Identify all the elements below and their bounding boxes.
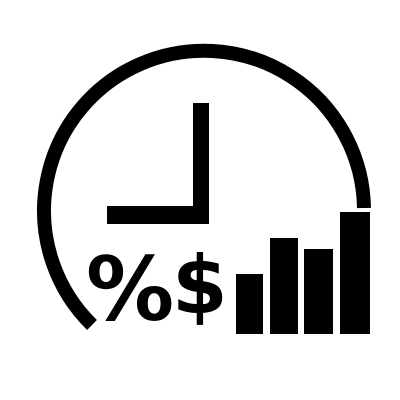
clock-icon — [37, 43, 371, 330]
percent-sign-icon: % — [86, 238, 175, 341]
bar-chart-bar-1 — [236, 274, 263, 334]
clock-rim-arc — [37, 43, 371, 330]
bar-chart-bar-3 — [304, 249, 333, 334]
bar-chart-icon — [236, 212, 370, 334]
bar-chart-bar-4 — [340, 212, 370, 334]
clock-hour-hand — [193, 103, 209, 224]
clock-minute-hand — [107, 206, 209, 224]
bar-chart-bar-2 — [270, 238, 298, 334]
dollar-sign-icon: $ — [172, 239, 228, 332]
